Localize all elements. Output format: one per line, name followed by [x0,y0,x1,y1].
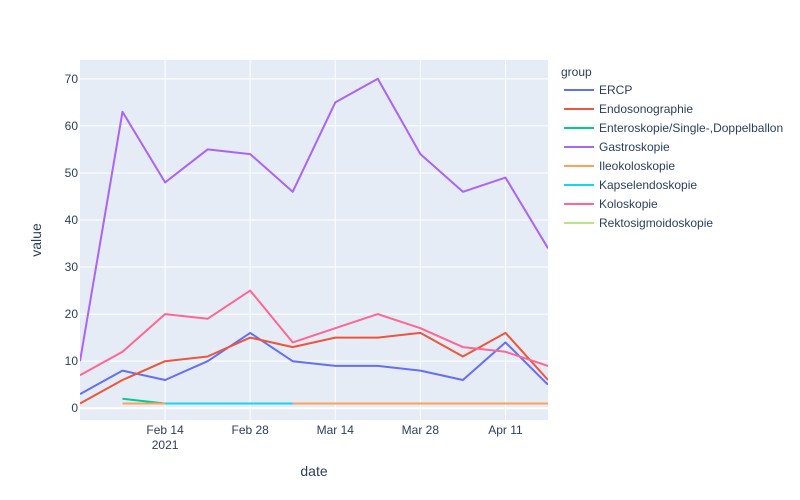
legend: group ERCP Endosonographie Enteroskopie/Si… [561,65,783,230]
y-axis-ticks: 0 10 20 30 40 50 60 70 [65,72,79,415]
y-tick-label: 50 [65,166,79,180]
grid-layer [80,60,548,420]
x-tick-sublabel: 2021 [152,438,179,452]
y-tick-label: 0 [71,401,78,415]
legend-label: Ileokoloskopie [599,159,675,173]
legend-item-rektosigmoidoskopie[interactable]: Rektosigmoidoskopie [564,216,713,230]
series-line-endosonographie [80,331,548,405]
x-tick-label: Feb 14 [146,423,184,437]
legend-label: Enteroskopie/Single-,Doppelballon [599,121,783,135]
legend-label: Rektosigmoidoskopie [599,216,713,230]
x-tick-label: Feb 28 [232,423,270,437]
legend-item-enteroskopie-single-doppelballon[interactable]: Enteroskopie/Single-,Doppelballon [564,121,783,135]
legend-label: ERCP [599,83,632,97]
series-line-gastroskopie [80,77,548,362]
legend-item-ileokoloskopie[interactable]: Ileokoloskopie [564,159,675,173]
y-tick-label: 60 [65,119,79,133]
legend-item-gastroskopie[interactable]: Gastroskopie [564,140,670,154]
x-tick-label: Mar 14 [317,423,355,437]
y-tick-label: 10 [65,354,79,368]
y-tick-label: 20 [65,307,79,321]
series-layer [80,77,548,405]
legend-items: ERCP Endosonographie Enteroskopie/Single-,… [564,83,783,230]
legend-item-ercp[interactable]: ERCP [564,83,632,97]
legend-title: group [561,65,592,79]
legend-label: Gastroskopie [599,140,670,154]
legend-item-koloskopie[interactable]: Koloskopie [564,197,658,211]
x-tick-label: Apr 11 [488,423,523,437]
y-tick-label: 40 [65,213,79,227]
series-line-ercp [80,331,548,395]
legend-label: Kapselendoskopie [599,178,697,192]
y-tick-label: 30 [65,260,79,274]
legend-item-endosonographie[interactable]: Endosonographie [564,102,693,116]
x-axis-title: date [300,463,327,479]
legend-label: Koloskopie [599,197,658,211]
plot-background [80,60,548,420]
legend-label: Endosonographie [599,102,693,116]
series-line-koloskopie [80,289,548,377]
x-tick-label: Mar 28 [402,423,440,437]
legend-item-kapselendoskopie[interactable]: Kapselendoskopie [564,178,697,192]
y-axis-title: value [28,223,44,257]
y-tick-label: 70 [65,72,79,86]
